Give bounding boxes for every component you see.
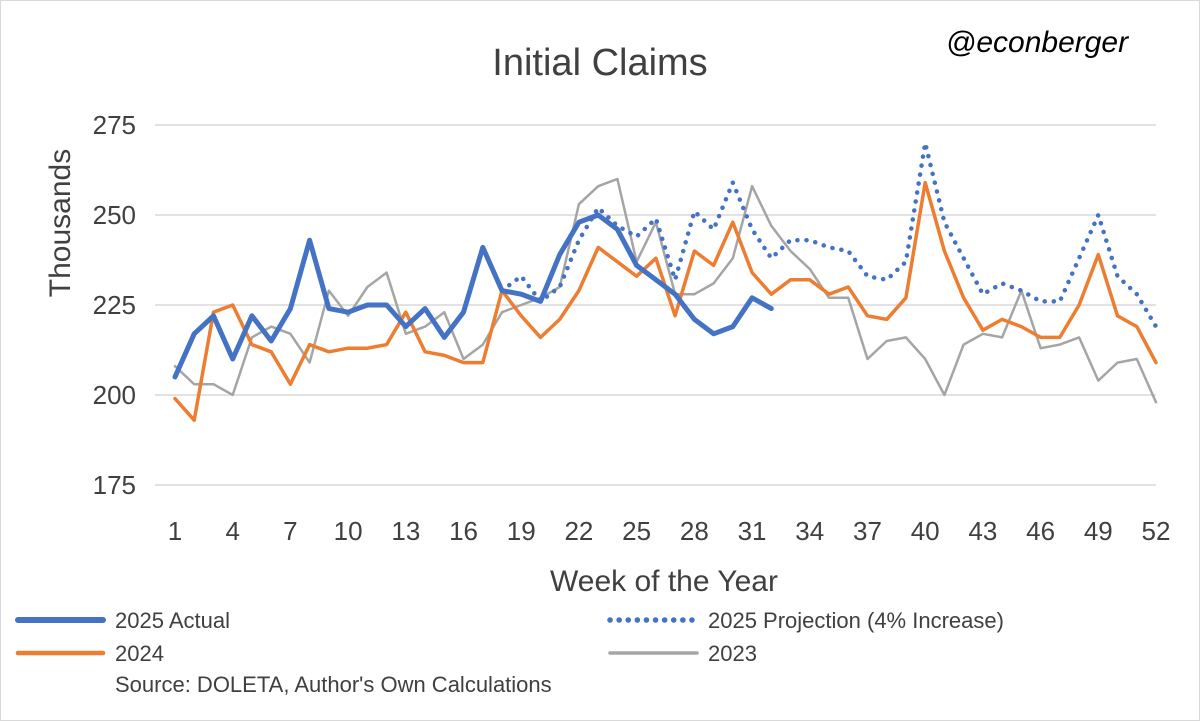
- chart-title: Initial Claims: [492, 42, 707, 84]
- y-axis-label: Thousands: [44, 149, 77, 297]
- legend: 2025 Actual 2025 Projection (4% Increase)…: [15, 608, 1004, 666]
- legend-label-1: 2025 Projection (4% Increase): [708, 608, 1004, 633]
- y-tick-label: 200: [93, 380, 136, 410]
- x-tick-label: 37: [853, 516, 882, 546]
- x-tick-label: 4: [225, 516, 239, 546]
- x-tick-label: 10: [334, 516, 363, 546]
- x-tick-label: 52: [1142, 516, 1171, 546]
- y-tick-label: 175: [93, 470, 136, 500]
- series-lines: [172, 140, 1159, 422]
- x-tick-label: 19: [507, 516, 536, 546]
- y-tick-label: 250: [93, 200, 136, 230]
- x-tick-label: 40: [911, 516, 940, 546]
- x-tick-label: 34: [795, 516, 824, 546]
- x-tick-label: 49: [1084, 516, 1113, 546]
- x-tick-label: 22: [564, 516, 593, 546]
- y-tick-label: 275: [93, 110, 136, 140]
- source-note: Source: DOLETA, Author's Own Calculation…: [115, 672, 552, 697]
- legend-label-2: 2024: [115, 641, 164, 666]
- x-axis-label: Week of the Year: [550, 565, 778, 598]
- series-line-3: [173, 177, 1158, 404]
- x-tick-label: 25: [622, 516, 651, 546]
- author-handle: @econberger: [946, 26, 1129, 59]
- legend-label-3: 2023: [708, 641, 757, 666]
- series-line-2: [173, 180, 1158, 422]
- series-line-1: [499, 140, 1159, 329]
- x-tick-label: 16: [449, 516, 478, 546]
- x-tick-label: 46: [1026, 516, 1055, 546]
- x-tick-label: 1: [168, 516, 182, 546]
- legend-label-0: 2025 Actual: [115, 608, 230, 633]
- x-tick-label: 13: [391, 516, 420, 546]
- x-tick-label: 43: [968, 516, 997, 546]
- gridlines: [155, 124, 1156, 486]
- x-axis-ticks: 1 4 7 10 13 16 19 22 25 28 31 34 37 40 43 46 49 52: [168, 516, 1171, 546]
- x-tick-label: 31: [738, 516, 767, 546]
- y-tick-label: 225: [93, 290, 136, 320]
- y-axis-ticks: 175 200 225 250 275: [93, 110, 136, 500]
- x-tick-label: 28: [680, 516, 709, 546]
- x-tick-label: 7: [283, 516, 297, 546]
- series-line-0: [172, 212, 774, 380]
